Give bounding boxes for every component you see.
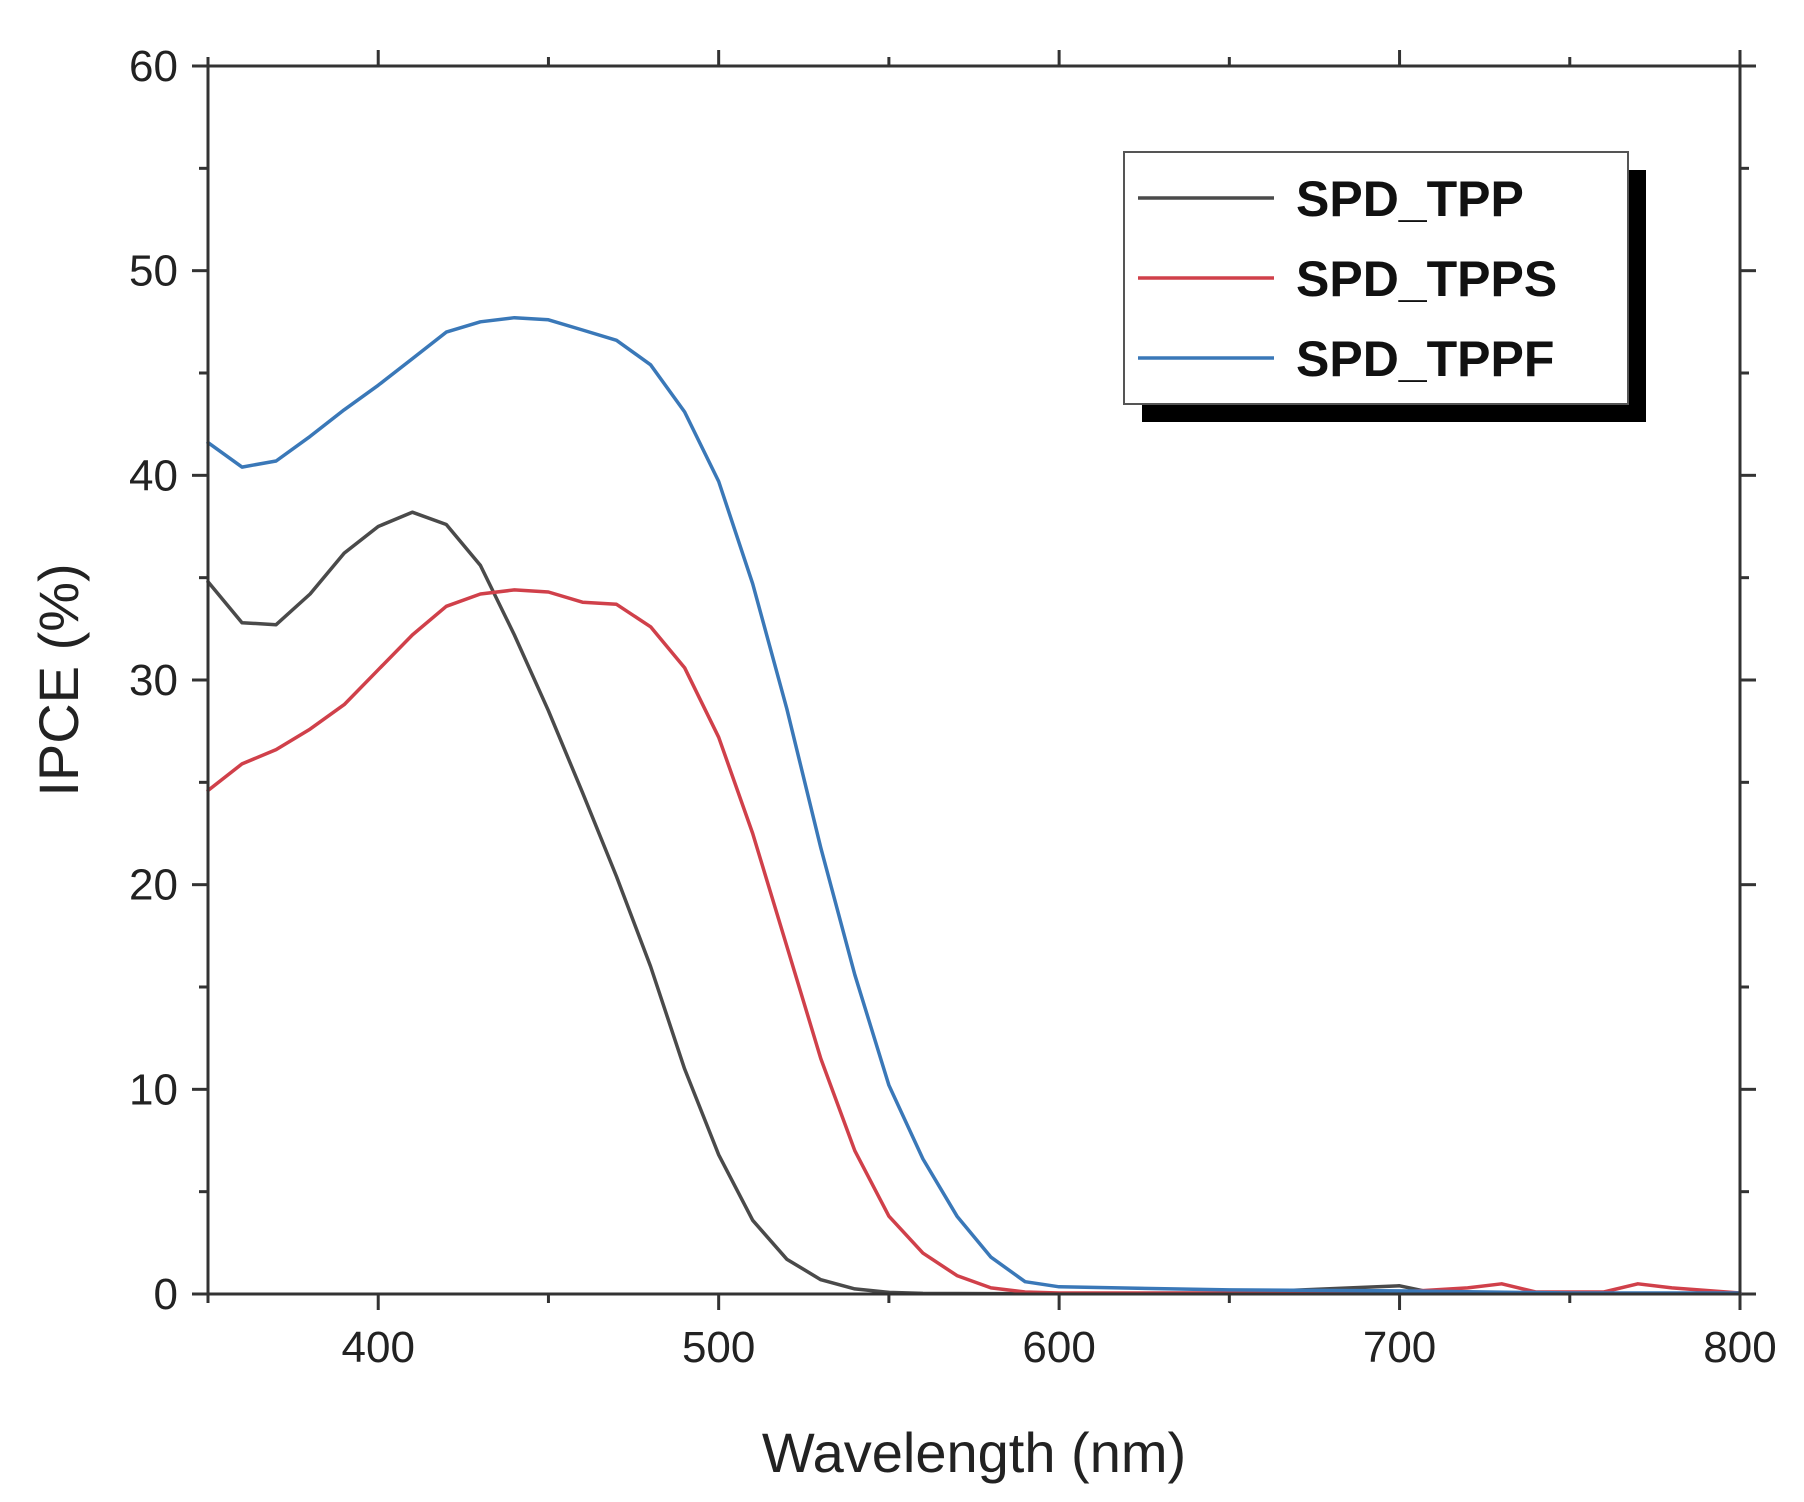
plot-frame	[206, 64, 1742, 1296]
legend-label: SPD_TPPF	[1296, 331, 1554, 387]
series-line-spd-tpps	[206, 588, 1742, 1295]
y-tick-label: 60	[129, 42, 178, 91]
series-line-spd-tpp	[206, 510, 1742, 1296]
y-tick-label: 10	[129, 1065, 178, 1114]
y-tick-label: 50	[129, 247, 178, 296]
legend-label: SPD_TPP	[1296, 171, 1524, 227]
legend-label: SPD_TPPS	[1296, 251, 1557, 307]
plot-series	[206, 315, 1742, 1296]
series-line-spd-tppf	[206, 315, 1742, 1295]
tick-labels: 400 500 600 700 800 0 10 20 30 40 50 60	[129, 42, 1777, 1372]
y-tick-label: 0	[154, 1270, 178, 1319]
y-tick-label: 20	[129, 861, 178, 910]
y-tick-label: 30	[129, 656, 178, 705]
legend: SPD_TPP SPD_TPPS SPD_TPPF	[1123, 151, 1646, 422]
x-axis-title: Wavelength (nm)	[762, 1421, 1186, 1484]
x-tick-label: 800	[1703, 1323, 1776, 1372]
x-tick-label: 700	[1363, 1323, 1436, 1372]
x-tick-label: 400	[342, 1323, 415, 1372]
y-axis-title: IPCE (%)	[27, 563, 90, 796]
x-tick-label: 600	[1022, 1323, 1095, 1372]
y-tick-label: 40	[129, 451, 178, 500]
x-tick-label: 500	[682, 1323, 755, 1372]
